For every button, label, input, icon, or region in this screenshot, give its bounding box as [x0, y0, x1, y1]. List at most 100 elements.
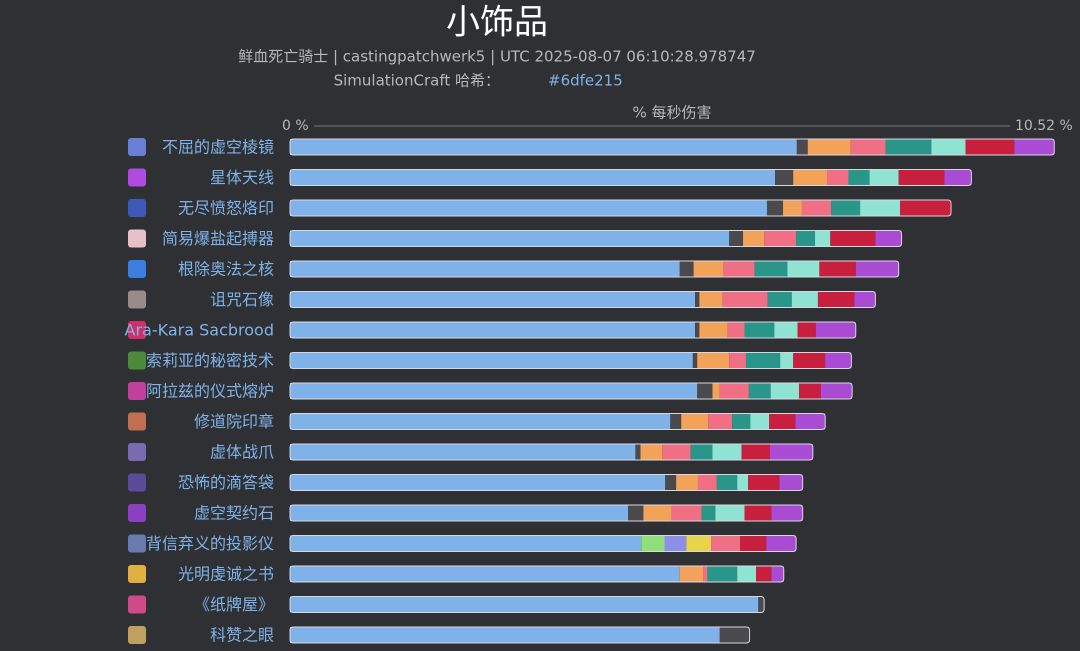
- bar-segment: [662, 444, 691, 460]
- bar-segment: [1014, 139, 1055, 155]
- y-tick-label: 背信弃义的投影仪: [146, 534, 274, 553]
- bar-segment: [931, 139, 966, 155]
- bar-segment: [693, 261, 724, 277]
- row-icon: [128, 290, 146, 309]
- bar-segment: [686, 535, 712, 552]
- bar-segment: [290, 291, 696, 308]
- y-tick-label: 诅咒石像: [210, 290, 274, 309]
- bar-segment: [775, 169, 794, 186]
- bar-segment: [770, 383, 800, 399]
- y-tick-label: 科赞之眼: [210, 626, 274, 645]
- bar-segment: [664, 535, 687, 552]
- bar-segment: [787, 261, 820, 277]
- bar-segment: [741, 444, 770, 460]
- bar-segment: [944, 169, 972, 186]
- bar-segment: [679, 261, 694, 277]
- row-icon: [128, 443, 146, 461]
- bar-segment: [797, 322, 816, 338]
- bar-segment: [737, 474, 749, 491]
- bar-segment: [820, 383, 853, 399]
- bar-segment: [670, 413, 682, 430]
- bar-segment: [290, 505, 629, 521]
- bar-segment: [729, 230, 744, 247]
- bar-segment: [290, 535, 642, 552]
- bar-segment: [780, 352, 794, 369]
- bar-segment: [769, 444, 813, 460]
- bar-segment: [850, 139, 886, 155]
- bar-segment: [885, 139, 932, 155]
- row-icon: [128, 168, 146, 187]
- bar-segment: [732, 413, 751, 430]
- bar-segment: [783, 200, 802, 216]
- bar-segment: [290, 413, 671, 430]
- bar-segment: [692, 352, 698, 369]
- y-tick-label: 阿拉兹的仪式熔炉: [146, 382, 274, 401]
- bar-outline: [289, 291, 876, 308]
- bar-segment: [807, 139, 851, 155]
- bar-segment: [754, 261, 788, 277]
- y-tick-label: 无尽愤怒烙印: [178, 199, 274, 218]
- bar-segment: [290, 261, 680, 277]
- bar-outline: [289, 413, 826, 430]
- bar-segment: [695, 322, 700, 338]
- y-tick-label: Ara-Kara Sacbrood: [125, 321, 274, 340]
- bar-outline: [289, 382, 853, 400]
- bar-segment: [791, 291, 818, 308]
- bar-segment: [771, 505, 803, 521]
- bar-segment: [764, 230, 797, 247]
- bar-segment: [827, 169, 849, 186]
- bar-segment: [712, 383, 720, 399]
- bar-segment: [719, 627, 750, 643]
- bar-segment: [712, 444, 742, 460]
- bar-segment: [744, 322, 775, 338]
- bar-outline: [289, 169, 972, 186]
- y-tick-label: 虚空契约石: [194, 504, 274, 523]
- bar-segment: [767, 291, 792, 308]
- bar-segment: [290, 169, 776, 186]
- bar-segment: [697, 352, 730, 369]
- bar-segment: [825, 352, 852, 369]
- bar-segment: [671, 505, 702, 521]
- row-icon: [128, 504, 146, 522]
- bar-segment: [860, 200, 901, 216]
- y-tick-label: 修道院印章: [194, 412, 274, 431]
- x-tick-label: 10.52 %: [1015, 118, 1073, 134]
- bar-segment: [898, 169, 945, 186]
- hash-link[interactable]: #6dfe215: [548, 72, 623, 90]
- bar-segment: [854, 291, 876, 308]
- y-tick-label: 虚体战爪: [210, 443, 274, 462]
- bar-segment: [740, 535, 767, 552]
- bar-segment: [708, 413, 733, 430]
- bar-segment: [801, 200, 832, 216]
- y-tick-label: 不屈的虚空棱镜: [162, 138, 274, 157]
- bar-segment: [628, 505, 644, 521]
- bar-segment: [290, 139, 797, 155]
- bar-segment: [701, 505, 716, 521]
- y-tick-label: 星体天线: [210, 168, 274, 187]
- y-tick-label: 简易爆盐起搏器: [162, 229, 274, 248]
- bar-segment: [679, 566, 704, 582]
- bar-segment: [779, 474, 803, 491]
- bar-segment: [643, 505, 672, 521]
- bar-segment: [290, 200, 768, 216]
- bar-segment: [769, 413, 796, 430]
- bar-segment: [290, 352, 693, 369]
- bar-segment: [793, 352, 826, 369]
- bar-segment: [771, 566, 784, 582]
- bar-segment: [830, 230, 876, 247]
- chart-title: 小饰品: [446, 3, 548, 43]
- bar-segment: [723, 261, 755, 277]
- bar-segment: [793, 169, 828, 186]
- bar-outline: [289, 230, 903, 247]
- bar-segment: [817, 291, 855, 308]
- bar-segment: [774, 322, 798, 338]
- bar-segment: [744, 505, 772, 521]
- bar-segment: [815, 230, 831, 247]
- bar-segment: [715, 505, 745, 521]
- bar-outline: [289, 321, 857, 339]
- bar-outline: [289, 443, 814, 461]
- y-tick-label: 索莉亚的秘密技术: [146, 351, 274, 370]
- bar-segment: [695, 291, 700, 308]
- row-icon: [128, 595, 146, 614]
